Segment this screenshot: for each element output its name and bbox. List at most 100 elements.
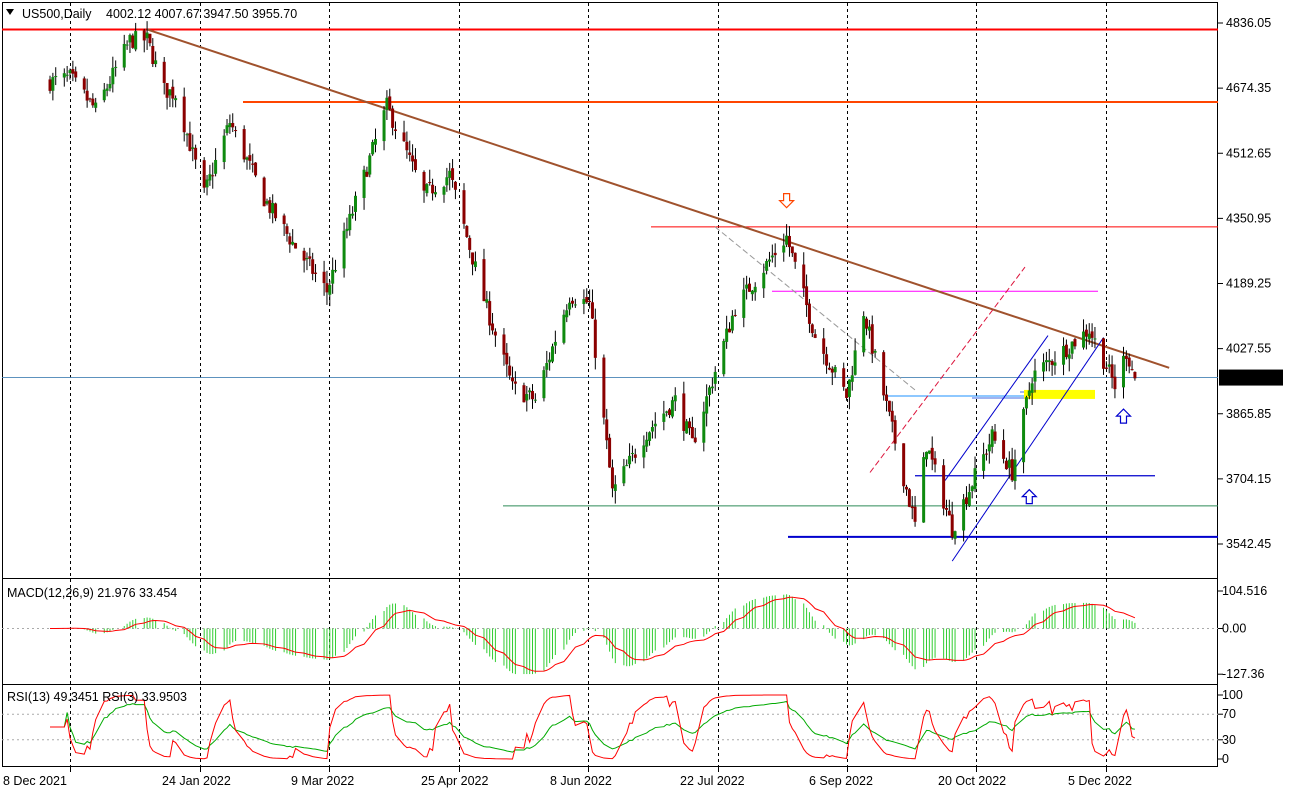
candle-bull — [128, 34, 132, 43]
candle-bull — [362, 169, 366, 198]
candle-bull — [533, 399, 537, 401]
candle-bull — [770, 255, 774, 258]
candle-bull — [305, 258, 309, 260]
chart-frame — [2, 2, 1218, 767]
candle-bull — [68, 70, 72, 74]
candle-bull — [111, 67, 115, 85]
candle-bear — [1124, 355, 1128, 359]
candle-bear — [882, 352, 886, 396]
candle-bull — [650, 427, 654, 432]
candle-bear — [693, 437, 697, 443]
candle-bear — [608, 437, 612, 468]
candle-bear — [254, 162, 258, 176]
candle-bear — [365, 171, 369, 177]
candle-bear — [633, 454, 637, 458]
candle-bear — [865, 318, 869, 329]
price-axis: 4836.05 4674.35 4512.65 4350.95 4189.25 4027.… — [1218, 16, 1283, 551]
candle-bear — [465, 225, 469, 237]
candle-bear — [1127, 357, 1131, 367]
candle-bear — [505, 352, 509, 365]
candle-bull — [973, 468, 977, 490]
candle-bear — [268, 200, 272, 213]
macd-title: MACD(12,26,9) 21.976 33.454 — [7, 586, 177, 600]
candle-bear — [1110, 364, 1114, 378]
candle-bull — [613, 484, 617, 491]
candle-bull — [625, 465, 629, 467]
candle-bear — [893, 420, 897, 444]
candle-bear — [910, 506, 914, 509]
candle-bear — [1073, 339, 1077, 347]
candle-bull — [833, 367, 837, 373]
candle-bear — [148, 33, 152, 44]
current-price-label: 3955.70 — [1224, 371, 1269, 385]
candle-bull — [1033, 370, 1037, 382]
candle-bull — [265, 201, 269, 204]
candle-bull — [553, 341, 557, 346]
rsi-axis-label: 0 — [1222, 752, 1229, 766]
candle-bull — [331, 269, 335, 284]
candle-bull — [214, 159, 218, 174]
candle-bull — [673, 395, 677, 402]
candle-bull — [528, 390, 532, 393]
candle-bear — [91, 98, 95, 106]
candle-bear — [302, 250, 306, 261]
candle-bull — [382, 110, 386, 142]
candle-bear — [393, 129, 397, 131]
candle-bear — [825, 354, 829, 366]
candle-bull — [925, 451, 928, 460]
candle-bear — [1130, 369, 1134, 371]
candle-bear — [491, 323, 495, 331]
candle-bull — [1007, 459, 1011, 468]
candle-bear — [194, 147, 198, 160]
candle-bull — [970, 486, 974, 492]
candle-bear — [602, 357, 606, 418]
date-label: 22 Jul 2022 — [680, 774, 745, 788]
candle-bull — [562, 314, 566, 343]
candle-bull — [927, 450, 931, 454]
candle-bear — [322, 271, 326, 284]
candle-bear — [790, 246, 794, 254]
candle-bull — [750, 290, 754, 295]
up-arrow-icon — [1115, 408, 1132, 424]
candle-bull — [122, 43, 126, 68]
candle-bear — [468, 237, 472, 250]
candle-bear — [314, 272, 318, 274]
candle-bear — [668, 409, 672, 415]
candle-bull — [1024, 397, 1028, 409]
collapse-triangle-icon[interactable] — [6, 9, 14, 15]
date-label: 8 Dec 2021 — [3, 774, 67, 788]
candle-bear — [88, 98, 92, 100]
candle-bull — [168, 89, 172, 96]
horizontal-levels — [2, 28, 1218, 538]
candle-bull — [987, 444, 991, 452]
candle-bear — [728, 328, 732, 333]
support-trendline — [944, 335, 1049, 481]
candle-bull — [742, 289, 746, 318]
candle-bear — [391, 108, 395, 128]
candle-bear — [907, 489, 911, 507]
candle-bull — [867, 326, 871, 331]
rsi-panel: 100 70 30 0 — [2, 688, 1243, 766]
candle-bear — [453, 181, 457, 190]
candle-bull — [545, 363, 549, 370]
candle-bull — [271, 202, 275, 214]
candle-bull — [642, 445, 646, 458]
candle-bear — [905, 486, 909, 490]
candle-bear — [451, 168, 455, 180]
candle-bull — [351, 213, 355, 216]
macd-axis-label: 104.516 — [1222, 584, 1267, 598]
candle-bull — [174, 98, 178, 101]
candle-bear — [413, 159, 417, 171]
candle-bull — [371, 141, 375, 155]
candle-bull — [745, 284, 749, 289]
candle-bull — [448, 170, 452, 178]
macd-axis-label: -127.36 — [1222, 667, 1264, 681]
candle-bull — [245, 157, 249, 160]
date-label: 25 Apr 2022 — [421, 774, 488, 788]
candle-bear — [887, 400, 891, 412]
candle-bear — [408, 152, 412, 155]
candle-bear — [787, 235, 791, 248]
candle-bull — [708, 387, 712, 396]
price-label: 3704.15 — [1226, 472, 1271, 486]
